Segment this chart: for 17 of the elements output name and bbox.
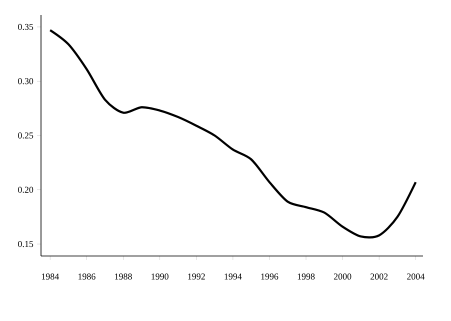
x-tick-label: 2002	[370, 274, 388, 280]
x-tick-label: 2000	[334, 274, 352, 280]
x-tick-label: 1988	[115, 274, 132, 280]
x-tick-label: 1998	[298, 274, 315, 280]
y-tick-label: 0.35	[18, 24, 34, 30]
y-tick-label: 0.15	[18, 240, 34, 248]
x-tick-label: 1994	[224, 274, 242, 280]
x-tick-label: 1996	[261, 274, 278, 280]
y-tick-label: 0.20	[18, 186, 34, 193]
line-series	[49, 29, 417, 238]
x-tick-label: 1992	[188, 274, 205, 280]
x-tick-label: 1990	[152, 274, 168, 280]
y-tick-label: 0.30	[18, 78, 34, 84]
x-tick-label: 1986	[78, 274, 96, 280]
x-tick-label: 2004	[407, 274, 425, 280]
x-tick-label: 1984	[42, 274, 60, 280]
y-tick-label: 0.25	[18, 132, 34, 139]
